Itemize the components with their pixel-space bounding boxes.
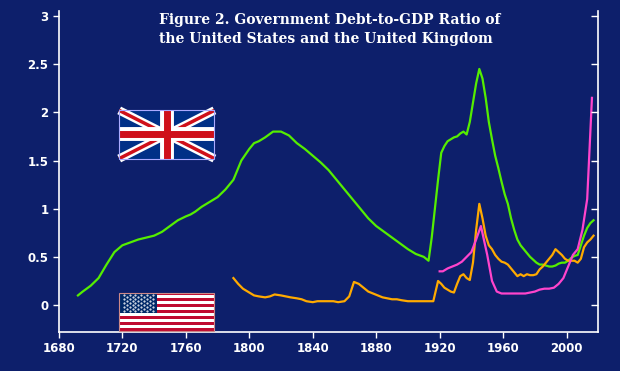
Bar (119, 328, 215, 331)
Text: Figure 2. Government Debt-to-GDP Ratio of
the United States and the United Kingd: Figure 2. Government Debt-to-GDP Ratio o… (159, 13, 500, 46)
Bar (119, 292, 215, 295)
Bar (119, 292, 215, 331)
Bar (119, 301, 215, 304)
Bar (119, 111, 215, 158)
Bar (119, 322, 215, 325)
Bar (119, 307, 215, 310)
Bar (119, 310, 215, 313)
Bar (119, 319, 215, 322)
Bar (119, 295, 215, 298)
Bar (119, 313, 215, 316)
Bar (119, 304, 215, 307)
Bar (119, 292, 157, 313)
Bar (119, 111, 215, 158)
Bar (119, 325, 215, 328)
Bar (119, 316, 215, 319)
Bar (119, 298, 215, 301)
